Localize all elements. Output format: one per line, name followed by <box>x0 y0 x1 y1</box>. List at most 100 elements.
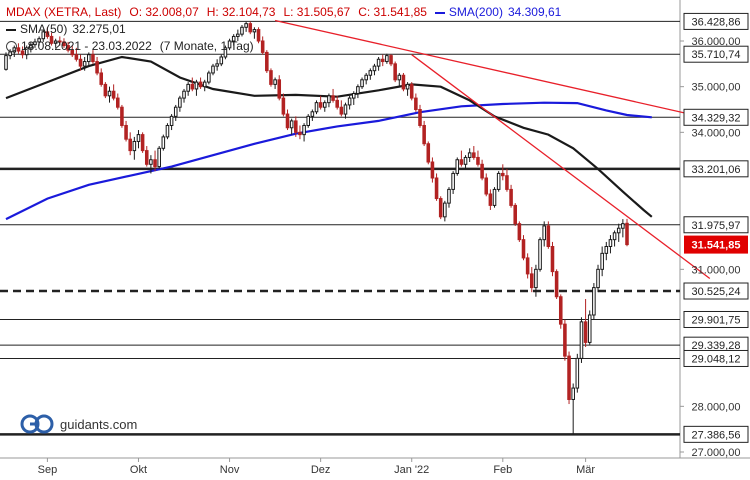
last-price-box <box>684 235 748 254</box>
candle-body <box>294 120 298 133</box>
candle-body <box>422 124 426 145</box>
x-tick-label: Dez <box>311 464 331 476</box>
candle-body <box>558 296 563 325</box>
candle-body <box>621 223 625 229</box>
candle-body <box>236 33 240 37</box>
candle-body <box>74 54 79 60</box>
candle-body <box>260 40 265 53</box>
candle-body <box>600 252 604 270</box>
level-label: 29.048,12 <box>692 353 741 365</box>
candle-body <box>165 124 170 138</box>
x-tick-label: Sep <box>38 464 58 476</box>
candle-body <box>91 54 95 63</box>
candle-body <box>418 109 422 126</box>
candle-body <box>455 159 460 174</box>
x-tick-label: Jan '22 <box>394 464 429 476</box>
level-label: 29.901,75 <box>692 314 741 326</box>
candle-body <box>546 225 551 247</box>
candle-body <box>186 83 190 92</box>
candle-body <box>351 93 356 99</box>
candle-body <box>111 90 116 99</box>
level-label-box <box>683 108 749 126</box>
candle-body <box>95 61 99 74</box>
candle-body <box>223 47 228 58</box>
candle-body <box>385 55 389 63</box>
legend-row-range: 18.08.2021 - 23.03.2022 (7 Monate, 1 Tag… <box>6 38 561 55</box>
candles <box>4 21 629 435</box>
candle-body <box>132 140 137 152</box>
candle-body <box>70 49 75 56</box>
level-label-box <box>683 12 749 30</box>
candle-body <box>389 55 393 65</box>
level-label-box <box>683 349 749 367</box>
candle-body <box>314 102 319 113</box>
trendlines <box>274 19 711 279</box>
candle-body <box>211 65 215 74</box>
candle-body <box>49 35 54 44</box>
candle-body <box>347 97 352 106</box>
level-label-box <box>683 425 749 443</box>
candle-body <box>207 72 211 83</box>
level-label: 36.428,86 <box>692 16 741 28</box>
candle-body <box>496 172 501 190</box>
candle-body <box>608 239 613 247</box>
sma50-swatch-icon <box>6 28 16 31</box>
candle-body <box>592 287 596 316</box>
candle-body <box>248 23 253 33</box>
grid-layer <box>0 0 750 459</box>
candle-body <box>472 152 476 158</box>
candle-body <box>488 193 493 206</box>
candle-body <box>414 97 418 111</box>
candle-body <box>128 138 132 152</box>
candle-body <box>380 58 385 63</box>
candle-body <box>265 51 269 72</box>
sma50-path <box>5 55 653 218</box>
candle-body <box>430 161 435 179</box>
level-lines <box>0 20 680 436</box>
candle-body <box>252 29 257 33</box>
candle-body <box>451 172 455 190</box>
candle-body <box>45 31 50 37</box>
trendline <box>274 19 710 120</box>
candle-body <box>41 31 46 40</box>
candle-body <box>616 227 621 234</box>
candle-body <box>360 79 364 88</box>
candle-body <box>501 172 505 177</box>
candle-body <box>426 143 431 163</box>
candle-body <box>227 40 232 49</box>
legend-period: (7 Monate, 1 Tag) <box>159 39 254 53</box>
y-tick-label: 36.000,00 <box>692 36 741 48</box>
last-price-label: 31.541,85 <box>692 240 741 252</box>
candle-body <box>542 225 546 241</box>
level-label-box <box>683 216 749 234</box>
legend-close: C: 31.541,85 <box>358 5 427 19</box>
candle-body <box>571 387 575 400</box>
sma200-swatch-icon <box>434 11 445 14</box>
candle-body <box>480 163 484 179</box>
candle-body <box>269 70 273 85</box>
candle-body <box>405 83 410 90</box>
chart-legend: MDAX (XETRA, Last) O: 32.008,07 H: 32.10… <box>6 4 561 55</box>
candle-body <box>289 120 294 129</box>
y-tick-label: 27.000,00 <box>692 447 741 459</box>
candle-body <box>567 355 571 400</box>
candle-body <box>37 38 41 43</box>
level-label: 33.201,06 <box>692 164 741 176</box>
candle-body <box>318 102 323 108</box>
sma200-path <box>5 101 652 221</box>
candle-body <box>115 97 120 108</box>
level-label: 27.386,56 <box>692 429 741 441</box>
candle-body <box>583 321 588 343</box>
candle-body <box>372 65 377 72</box>
candle-body <box>281 97 286 115</box>
y-tick-label: 31.000,00 <box>692 264 741 276</box>
candle-body <box>231 35 236 42</box>
candle-body <box>99 72 104 85</box>
candle-body <box>306 115 311 126</box>
candle-body <box>534 268 538 289</box>
candle-body <box>256 29 261 42</box>
candle-body <box>612 232 617 241</box>
legend-high: H: 32.104,73 <box>206 5 276 19</box>
candle-body <box>401 74 406 90</box>
